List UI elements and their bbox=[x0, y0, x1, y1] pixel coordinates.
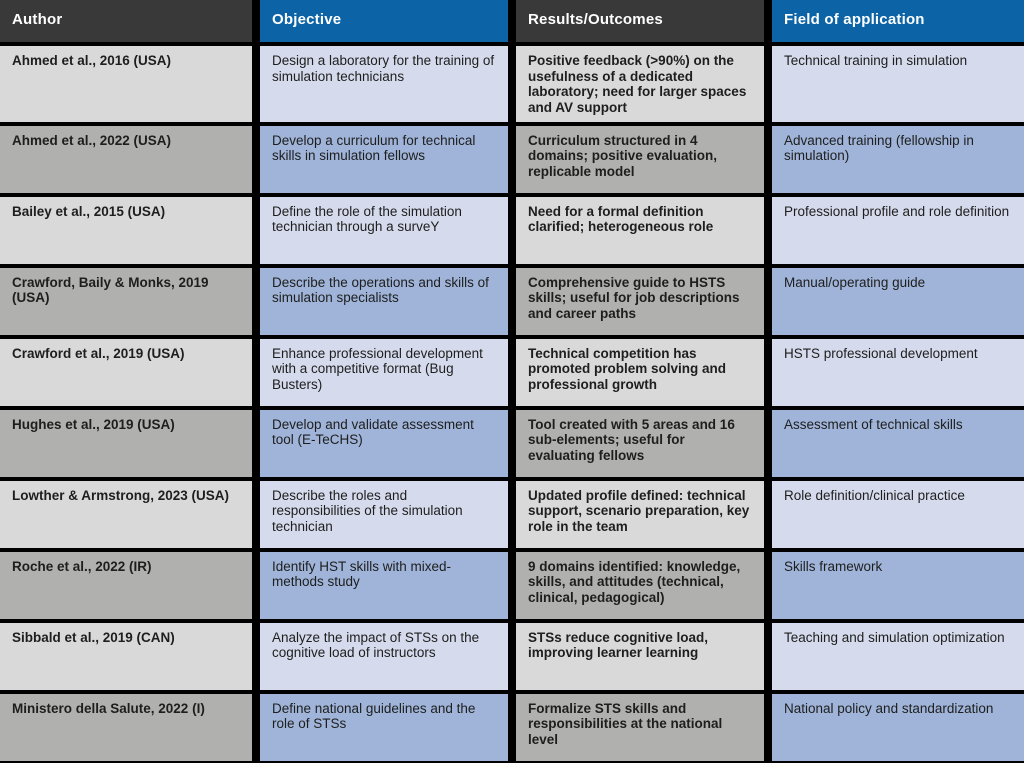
results-cell: Comprehensive guide to HSTS skills; usef… bbox=[508, 263, 768, 337]
field-cell: Role definition/clinical practice bbox=[764, 476, 1024, 550]
results-cell: 9 domains identified: knowledge, skills,… bbox=[508, 547, 768, 621]
table-row: Ministero della Salute, 2022 (I) Define … bbox=[0, 689, 1024, 763]
author-cell: Ahmed et al., 2022 (USA) bbox=[0, 121, 256, 195]
results-cell: Tool created with 5 areas and 16 sub-ele… bbox=[508, 405, 768, 479]
field-cell: Manual/operating guide bbox=[764, 263, 1024, 337]
field-cell: Skills framework bbox=[764, 547, 1024, 621]
objective-cell: Develop a curriculum for technical skill… bbox=[252, 121, 512, 195]
results-cell: Curriculum structured in 4 domains; posi… bbox=[508, 121, 768, 195]
table-row: Ahmed et al., 2016 (USA) Design a labora… bbox=[0, 42, 1024, 124]
field-cell: HSTS professional development bbox=[764, 334, 1024, 408]
header-cell-author: Author bbox=[0, 0, 256, 44]
header-cell-objective: Objective bbox=[252, 0, 512, 44]
objective-cell: Describe the roles and responsibilities … bbox=[252, 476, 512, 550]
objective-cell: Design a laboratory for the training of … bbox=[252, 42, 512, 124]
objective-cell: Describe the operations and skills of si… bbox=[252, 263, 512, 337]
author-cell: Ministero della Salute, 2022 (I) bbox=[0, 689, 256, 763]
results-cell: Need for a formal definition clarified; … bbox=[508, 192, 768, 266]
author-cell: Hughes et al., 2019 (USA) bbox=[0, 405, 256, 479]
table-row: Sibbald et al., 2019 (CAN) Analyze the i… bbox=[0, 618, 1024, 692]
table-row: Crawford et al., 2019 (USA) Enhance prof… bbox=[0, 334, 1024, 408]
table-body: Ahmed et al., 2016 (USA) Design a labora… bbox=[0, 42, 1024, 763]
results-cell: Technical competition has promoted probl… bbox=[508, 334, 768, 408]
author-cell: Bailey et al., 2015 (USA) bbox=[0, 192, 256, 266]
field-cell: Advanced training (fellowship in simulat… bbox=[764, 121, 1024, 195]
field-cell: National policy and standardization bbox=[764, 689, 1024, 763]
field-cell: Assessment of technical skills bbox=[764, 405, 1024, 479]
header-row: Author Objective Results/Outcomes Field … bbox=[0, 0, 1024, 44]
header-cell-field: Field of application bbox=[764, 0, 1024, 44]
objective-cell: Define the role of the simulation techni… bbox=[252, 192, 512, 266]
table-row: Crawford, Baily & Monks, 2019 (USA) Desc… bbox=[0, 263, 1024, 337]
author-cell: Lowther & Armstrong, 2023 (USA) bbox=[0, 476, 256, 550]
author-cell: Crawford et al., 2019 (USA) bbox=[0, 334, 256, 408]
author-cell: Roche et al., 2022 (IR) bbox=[0, 547, 256, 621]
table-row: Bailey et al., 2015 (USA) Define the rol… bbox=[0, 192, 1024, 266]
objective-cell: Define national guidelines and the role … bbox=[252, 689, 512, 763]
table-row: Lowther & Armstrong, 2023 (USA) Describe… bbox=[0, 476, 1024, 550]
author-cell: Sibbald et al., 2019 (CAN) bbox=[0, 618, 256, 692]
results-cell: Formalize STS skills and responsibilitie… bbox=[508, 689, 768, 763]
objective-cell: Identify HST skills with mixed-methods s… bbox=[252, 547, 512, 621]
header-cell-results: Results/Outcomes bbox=[508, 0, 768, 44]
results-cell: Updated profile defined: technical suppo… bbox=[508, 476, 768, 550]
results-cell: STSs reduce cognitive load, improving le… bbox=[508, 618, 768, 692]
field-cell: Teaching and simulation optimization bbox=[764, 618, 1024, 692]
objective-cell: Develop and validate assessment tool (E-… bbox=[252, 405, 512, 479]
results-cell: Positive feedback (>90%) on the usefulne… bbox=[508, 42, 768, 124]
table-row: Ahmed et al., 2022 (USA) Develop a curri… bbox=[0, 121, 1024, 195]
table-header: Author Objective Results/Outcomes Field … bbox=[0, 0, 1024, 44]
author-cell: Ahmed et al., 2016 (USA) bbox=[0, 42, 256, 124]
objective-cell: Analyze the impact of STSs on the cognit… bbox=[252, 618, 512, 692]
field-cell: Technical training in simulation bbox=[764, 42, 1024, 124]
table-row: Roche et al., 2022 (IR) Identify HST ski… bbox=[0, 547, 1024, 621]
author-cell: Crawford, Baily & Monks, 2019 (USA) bbox=[0, 263, 256, 337]
objective-cell: Enhance professional development with a … bbox=[252, 334, 512, 408]
table-row: Hughes et al., 2019 (USA) Develop and va… bbox=[0, 405, 1024, 479]
field-cell: Professional profile and role definition bbox=[764, 192, 1024, 266]
